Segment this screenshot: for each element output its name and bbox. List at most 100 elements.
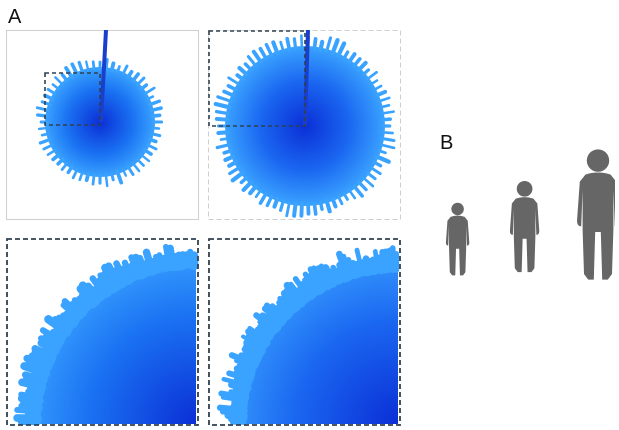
finger-protrusion	[226, 370, 254, 383]
finger-protrusion	[354, 260, 363, 278]
finger-protrusion	[63, 310, 80, 325]
zoom-fingers-right	[216, 245, 400, 425]
finger-protrusion	[160, 254, 170, 272]
finger-protrusion	[307, 266, 326, 294]
finger-protrusion	[220, 395, 249, 404]
finger-protrusion	[272, 196, 280, 209]
finger-protrusion	[312, 37, 318, 51]
finger-protrusion	[228, 352, 259, 369]
finger-protrusion	[142, 248, 157, 276]
finger-protrusion	[39, 327, 65, 345]
finger-protrusion	[60, 161, 69, 171]
finger-protrusion	[241, 346, 263, 360]
finger-protrusion	[148, 99, 162, 107]
finger-protrusion	[59, 312, 78, 329]
finger-protrusion	[35, 106, 50, 112]
finger-protrusion	[136, 76, 146, 86]
finger-protrusion	[233, 376, 253, 386]
finger-protrusion	[221, 376, 252, 388]
finger-protrusion	[379, 248, 388, 274]
finger-protrusion	[77, 60, 85, 74]
finger-protrusion	[292, 37, 298, 51]
finger-protrusion	[356, 60, 368, 72]
finger-protrusion	[119, 265, 133, 285]
finger-protrusion	[366, 70, 378, 81]
finger-protrusion	[336, 250, 352, 282]
finger-protrusion	[228, 389, 250, 398]
finger-protrusion	[265, 194, 274, 208]
finger-protrusion	[25, 388, 45, 398]
panel-label-a: A	[8, 6, 22, 28]
finger-protrusion	[109, 61, 116, 73]
finger-protrusion	[239, 175, 249, 185]
finger-protrusion	[60, 73, 69, 83]
finger-protrusion	[214, 116, 230, 122]
finger-protrusion	[379, 103, 391, 109]
finger-protrusion	[18, 378, 47, 391]
finger-protrusion	[292, 201, 298, 218]
finger-protrusion	[179, 251, 187, 270]
finger-protrusion	[377, 96, 391, 103]
finger-protrusion	[111, 267, 127, 288]
finger-protrusion	[361, 68, 370, 76]
finger-protrusion	[318, 200, 324, 212]
finger-protrusion	[365, 171, 377, 181]
finger-protrusion	[116, 65, 121, 74]
finger-protrusion	[336, 41, 347, 58]
finger-protrusion	[38, 137, 52, 145]
finger-protrusion	[369, 256, 379, 276]
finger-protrusion	[248, 184, 258, 196]
finger-protrusion	[342, 50, 350, 61]
finger-protrusion	[60, 302, 81, 322]
finger-protrusion	[40, 132, 50, 137]
finger-protrusion	[381, 131, 394, 135]
finger-protrusion	[352, 57, 362, 68]
finger-protrusion	[115, 170, 124, 185]
finger-protrusion	[91, 173, 96, 186]
finger-protrusion	[150, 113, 162, 118]
finger-protrusion	[156, 252, 166, 273]
finger-protrusion	[300, 34, 304, 50]
finger-protrusion	[243, 62, 253, 72]
finger-protrusion	[374, 154, 391, 164]
finger-protrusion	[183, 251, 190, 269]
finger-protrusion	[216, 130, 230, 136]
finger-protrusion	[240, 334, 267, 351]
finger-protrusion	[227, 76, 241, 86]
finger-protrusion	[224, 411, 248, 420]
finger-protrusion	[42, 93, 55, 101]
finger-protrusion	[219, 137, 230, 141]
zoom-frame-right	[208, 238, 401, 426]
finger-protrusion	[150, 258, 159, 275]
finger-protrusion	[13, 414, 42, 423]
zoom-region-large	[208, 30, 306, 127]
finger-protrusion	[78, 170, 84, 182]
finger-protrusion	[104, 173, 109, 188]
finger-protrusion	[354, 247, 366, 277]
finger-protrusion	[235, 73, 245, 82]
child-silhouette-icon	[445, 202, 470, 276]
finger-protrusion	[348, 188, 357, 200]
finger-protrusion	[104, 58, 109, 71]
finger-protrusion	[382, 248, 391, 274]
finger-protrusion	[234, 358, 257, 371]
finger-protrusion	[146, 143, 158, 151]
finger-protrusion	[219, 408, 248, 417]
finger-protrusion	[389, 245, 397, 273]
finger-protrusion	[350, 260, 360, 279]
finger-protrusion	[254, 326, 274, 341]
finger-protrusion	[271, 40, 280, 56]
finger-protrusion	[121, 64, 129, 76]
finger-protrusion	[146, 95, 155, 101]
finger-protrusion	[131, 72, 140, 83]
finger-protrusion	[84, 171, 91, 183]
finger-protrusion	[322, 264, 337, 288]
finger-protrusion	[231, 399, 248, 407]
finger-protrusion	[215, 143, 231, 150]
adult-silhouette-icon	[577, 149, 615, 280]
finger-protrusion	[237, 65, 249, 77]
finger-protrusion	[92, 285, 105, 301]
zoom-region-small	[44, 72, 101, 126]
finger-protrusion	[278, 199, 285, 212]
silhouettes-figure	[445, 149, 615, 280]
